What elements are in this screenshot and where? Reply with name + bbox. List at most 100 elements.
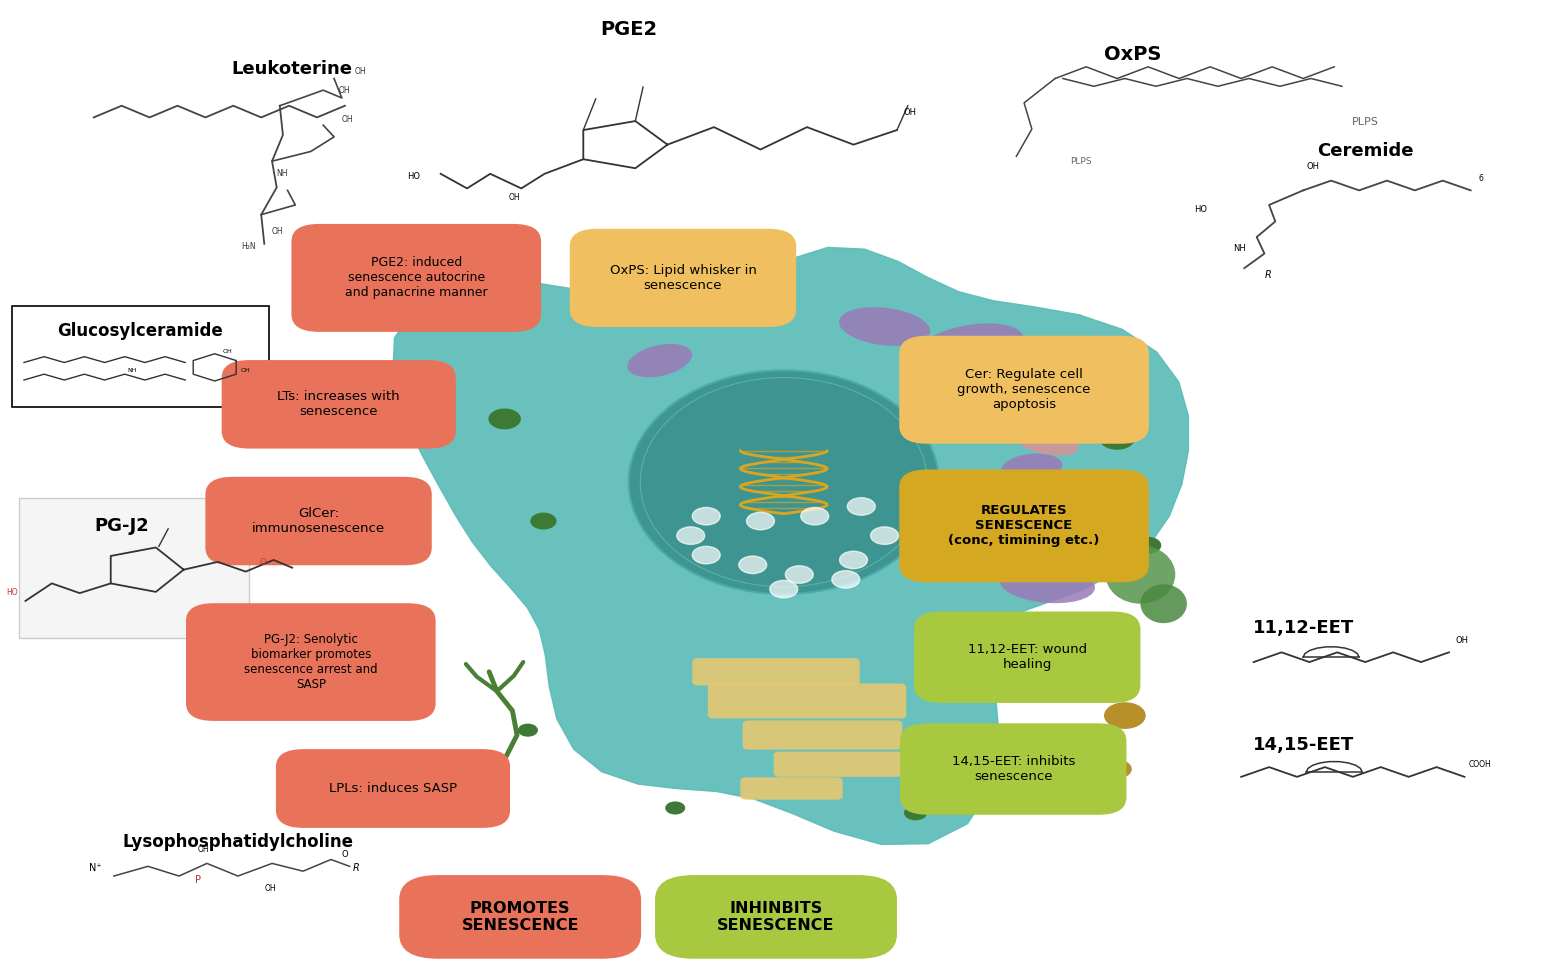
Circle shape [832, 571, 860, 588]
FancyBboxPatch shape [19, 498, 248, 638]
Ellipse shape [1017, 431, 1079, 456]
Circle shape [905, 806, 927, 820]
FancyBboxPatch shape [205, 477, 431, 565]
Text: PG-J2: PG-J2 [95, 517, 149, 535]
Circle shape [847, 498, 875, 515]
Text: PROMOTES
SENESCENCE: PROMOTES SENESCENCE [461, 901, 579, 933]
Text: OH: OH [241, 368, 251, 373]
Text: OH: OH [354, 66, 366, 76]
Text: NH: NH [1234, 244, 1246, 252]
Ellipse shape [1105, 545, 1175, 604]
Text: OxPS: OxPS [1103, 45, 1161, 63]
Text: PGE2: PGE2 [601, 20, 656, 39]
Text: INHINBITS
SENESCENCE: INHINBITS SENESCENCE [717, 901, 835, 933]
FancyBboxPatch shape [399, 875, 641, 958]
Circle shape [871, 527, 899, 544]
Circle shape [692, 507, 720, 525]
Text: PG-J2: Senolytic
biomarker promotes
senescence arrest and
SASP: PG-J2: Senolytic biomarker promotes sene… [244, 633, 377, 692]
Ellipse shape [1141, 584, 1187, 623]
Circle shape [518, 725, 537, 736]
Text: COOH: COOH [1470, 760, 1491, 769]
Text: OH: OH [1307, 162, 1319, 171]
Text: OxPS: Lipid whisker in
senescence: OxPS: Lipid whisker in senescence [610, 264, 756, 292]
FancyBboxPatch shape [743, 721, 902, 750]
Text: NH: NH [276, 169, 289, 178]
Text: REGULATES
SENESCENCE
(conc, timining etc.): REGULATES SENESCENCE (conc, timining etc… [948, 505, 1100, 547]
Text: 11,12-EET: wound
healing: 11,12-EET: wound healing [967, 643, 1086, 671]
Text: Cer: Regulate cell
growth, senescence
apoptosis: Cer: Regulate cell growth, senescence ap… [958, 368, 1091, 411]
Text: HO: HO [408, 171, 421, 180]
Text: 11,12-EET: 11,12-EET [1252, 619, 1353, 637]
Circle shape [1077, 656, 1111, 678]
Circle shape [785, 566, 813, 583]
Text: Glucosylceramide: Glucosylceramide [57, 322, 223, 340]
Ellipse shape [641, 378, 927, 586]
Text: Ceremide: Ceremide [1318, 142, 1414, 161]
Text: LPLs: induces SASP: LPLs: induces SASP [329, 782, 456, 795]
Ellipse shape [986, 391, 1079, 428]
Circle shape [666, 803, 684, 814]
Ellipse shape [999, 565, 1096, 603]
Text: OH: OH [264, 883, 276, 892]
Text: O: O [341, 849, 349, 859]
FancyBboxPatch shape [292, 224, 542, 332]
Circle shape [531, 513, 556, 529]
Circle shape [747, 512, 774, 530]
Circle shape [677, 527, 705, 544]
Circle shape [1103, 761, 1131, 778]
Text: 6: 6 [1479, 173, 1484, 183]
FancyBboxPatch shape [740, 777, 843, 800]
Text: Lysophosphatidylcholine: Lysophosphatidylcholine [123, 833, 354, 851]
Ellipse shape [916, 323, 1023, 368]
Ellipse shape [1001, 454, 1062, 481]
Text: P: P [194, 875, 200, 884]
Ellipse shape [627, 344, 692, 377]
Text: HO: HO [1193, 205, 1207, 213]
Circle shape [692, 546, 720, 564]
Text: R: R [352, 863, 360, 873]
FancyBboxPatch shape [655, 875, 897, 958]
Circle shape [801, 507, 829, 525]
Text: OH: OH [272, 227, 284, 236]
Text: OH: OH [1456, 636, 1468, 645]
FancyBboxPatch shape [899, 469, 1148, 582]
FancyBboxPatch shape [222, 360, 456, 449]
Text: PGE2: induced
senescence autocrine
and panacrine manner: PGE2: induced senescence autocrine and p… [345, 256, 487, 299]
Circle shape [1136, 538, 1161, 553]
Text: OH: OH [341, 115, 354, 125]
Ellipse shape [1026, 376, 1085, 394]
Text: OH: OH [903, 108, 916, 118]
Text: R: R [1265, 270, 1271, 280]
Ellipse shape [840, 307, 930, 346]
FancyBboxPatch shape [899, 336, 1148, 444]
FancyBboxPatch shape [708, 684, 906, 719]
FancyBboxPatch shape [276, 749, 511, 828]
Text: OH: OH [197, 844, 210, 854]
Text: PLPS: PLPS [1352, 117, 1378, 128]
FancyBboxPatch shape [692, 658, 860, 686]
Text: H₂N: H₂N [241, 242, 256, 250]
Text: NH: NH [127, 368, 137, 373]
Circle shape [1100, 428, 1135, 449]
Circle shape [770, 581, 798, 598]
Polygon shape [393, 247, 1189, 844]
Text: PLPS: PLPS [1071, 157, 1093, 167]
Text: OH: OH [222, 349, 233, 354]
Text: HO: HO [6, 588, 17, 597]
FancyBboxPatch shape [186, 603, 436, 721]
Circle shape [739, 556, 767, 574]
FancyBboxPatch shape [900, 724, 1127, 815]
Text: Leukoterine: Leukoterine [231, 59, 352, 78]
Text: O: O [259, 558, 267, 567]
FancyBboxPatch shape [914, 612, 1141, 703]
Circle shape [1105, 703, 1145, 729]
Text: LTs: increases with
senescence: LTs: increases with senescence [278, 391, 400, 418]
Text: GlCer:
immunosenescence: GlCer: immunosenescence [251, 507, 385, 535]
Circle shape [840, 551, 868, 569]
Text: 14,15-EET: inhibits
senescence: 14,15-EET: inhibits senescence [951, 755, 1076, 783]
Text: 14,15-EET: 14,15-EET [1252, 735, 1353, 754]
FancyBboxPatch shape [774, 752, 902, 777]
Text: OH: OH [338, 86, 351, 95]
Ellipse shape [629, 370, 939, 594]
FancyBboxPatch shape [11, 306, 268, 407]
